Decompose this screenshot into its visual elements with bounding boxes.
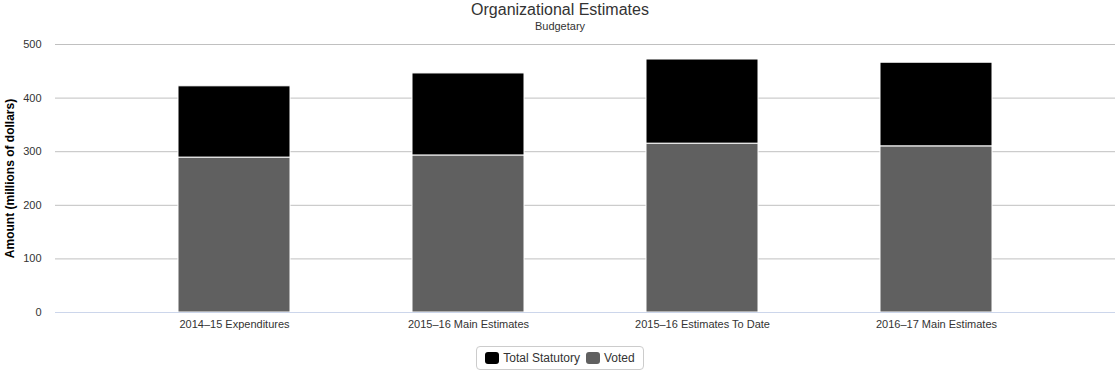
html-text:Total Statutory: Total Statutory	[503, 351, 580, 365]
svg-text:2014–15 Expenditures: 2014–15 Expenditures	[179, 318, 290, 330]
svg-text:100: 100	[23, 252, 41, 264]
svg-text:400: 400	[23, 92, 41, 104]
svg-text:300: 300	[23, 145, 41, 157]
svg-text:2015–16 Main Estimates: 2015–16 Main Estimates	[408, 318, 530, 330]
svg-text:2016–17 Main Estimates: 2016–17 Main Estimates	[876, 318, 998, 330]
svg-text:2015–16 Estimates To Date: 2015–16 Estimates To Date	[635, 318, 770, 330]
html-text:Voted: Voted	[604, 351, 635, 365]
html-text:Budgetary: Budgetary	[534, 20, 586, 32]
html-text:Organizational Estimates: Organizational Estimates	[471, 1, 649, 18]
svg-text:500: 500	[23, 38, 41, 50]
svg-text:0: 0	[35, 306, 41, 318]
svg-text:Amount (millions of dollars): Amount (millions of dollars)	[3, 99, 17, 258]
svg-text:200: 200	[23, 199, 41, 211]
